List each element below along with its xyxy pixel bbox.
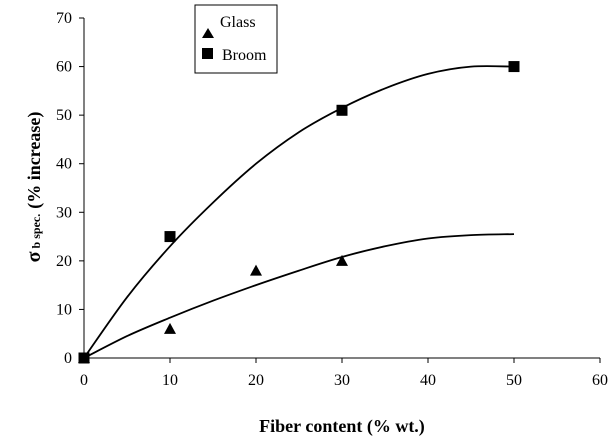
- x-tick-label: 60: [592, 372, 608, 389]
- y-tick-label: 40: [56, 156, 72, 173]
- glass-marker: [336, 254, 348, 266]
- x-axis-title: Fiber content (% wt.): [259, 416, 425, 437]
- x-tick-label: 40: [420, 372, 436, 389]
- legend: Glass Broom: [194, 4, 278, 74]
- glass-marker: [164, 322, 176, 334]
- y-axis-symbol: σ: [23, 251, 45, 262]
- legend-broom-label: Broom: [222, 47, 267, 64]
- y-tick-label: 70: [56, 10, 72, 27]
- broom-marker: [78, 352, 90, 364]
- x-tick-label: 50: [506, 372, 522, 389]
- broom-trend-line: [83, 65, 515, 359]
- broom-marker: [336, 104, 348, 116]
- x-tick-label: 30: [334, 372, 350, 389]
- y-axis-unit: (% increase): [24, 112, 45, 209]
- svg-text:σb spec.(% increase): σ b spec. (% increase): [23, 112, 45, 263]
- legend-broom-marker: [202, 48, 213, 59]
- broom-marker: [164, 231, 176, 243]
- x-tick-label: 0: [80, 372, 88, 389]
- legend-glass-label: Glass: [220, 14, 256, 31]
- broom-marker: [508, 61, 520, 73]
- y-axis-title: σ b spec. (% increase): [23, 112, 45, 263]
- x-tick-label: 20: [248, 372, 264, 389]
- y-tick-label: 50: [56, 107, 72, 124]
- y-tick-label: 30: [56, 204, 72, 221]
- axes: 0 10 20 30 40 50 60 70 0 10 20 30 40 50 60: [56, 10, 608, 389]
- glass-trend-line: [83, 233, 515, 359]
- y-tick-label: 0: [64, 350, 72, 367]
- legend-glass-marker: [202, 28, 214, 38]
- y-tick-label: 20: [56, 253, 72, 270]
- x-tick-label: 10: [162, 372, 178, 389]
- data-markers: [78, 61, 520, 364]
- legend-box: [194, 4, 278, 74]
- y-tick-label: 60: [56, 59, 72, 76]
- glass-marker: [250, 264, 262, 276]
- y-axis-subscript: b spec.: [29, 214, 43, 249]
- y-tick-label: 10: [56, 301, 72, 318]
- trend-lines: [83, 65, 515, 359]
